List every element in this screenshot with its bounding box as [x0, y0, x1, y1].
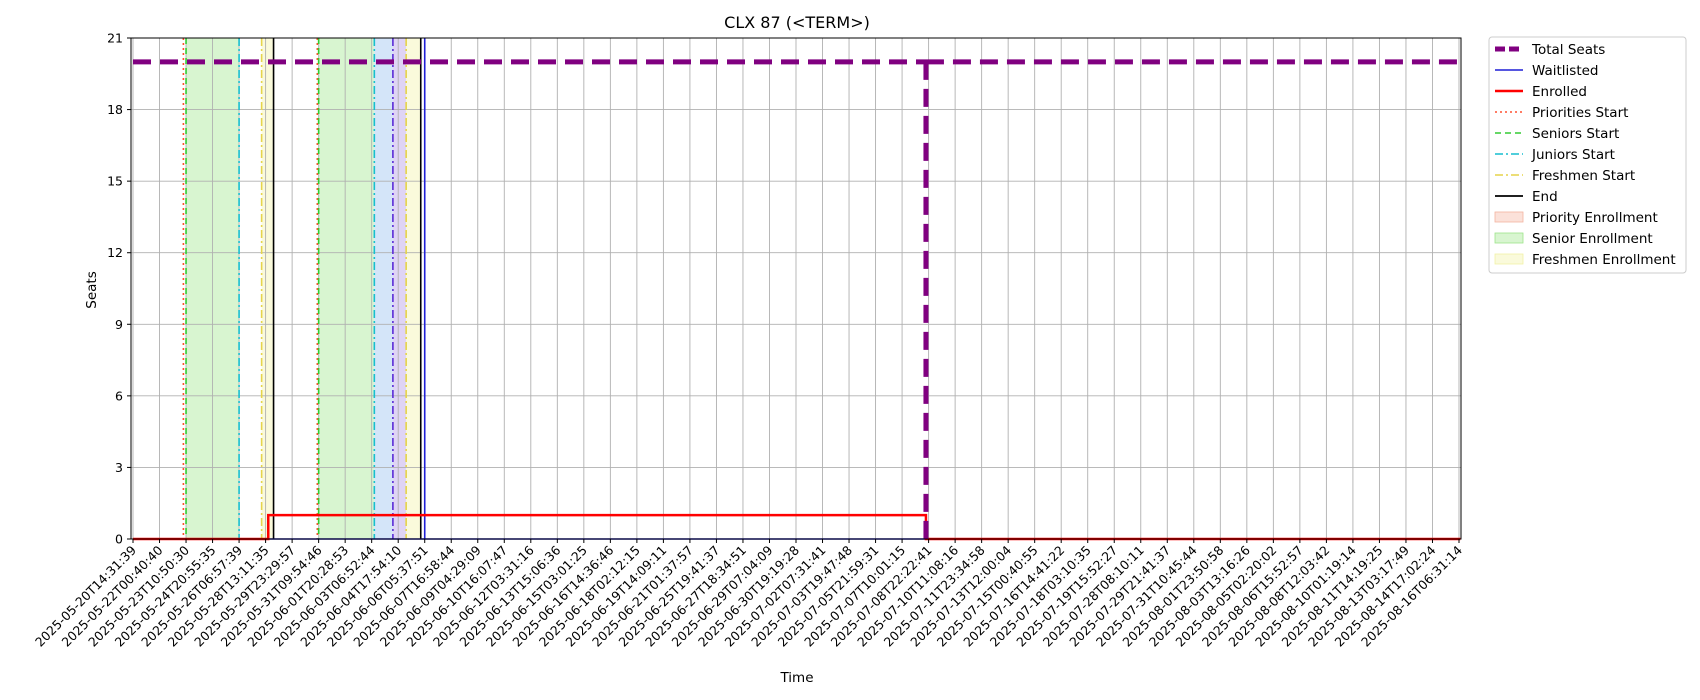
series-total-seats [133, 59, 1461, 539]
shaded-region [261, 38, 274, 539]
legend-label: Waitlisted [1532, 63, 1599, 79]
y-tick-label: 18 [107, 102, 123, 117]
legend-label: End [1532, 189, 1558, 205]
legend-label: Juniors Start [1531, 147, 1615, 163]
y-tick-label: 9 [115, 317, 123, 332]
y-tick-label: 21 [107, 31, 123, 46]
legend-swatch [1494, 253, 1524, 265]
shaded-region [374, 38, 393, 539]
y-tick-label: 6 [115, 388, 123, 403]
legend-swatch [1494, 211, 1524, 223]
shaded-region [318, 38, 375, 539]
legend-label: Total Seats [1531, 42, 1605, 58]
legend-box [1488, 36, 1687, 274]
legend-label: Freshmen Enrollment [1532, 252, 1676, 268]
y-tick-label: 15 [107, 174, 123, 189]
y-tick-label: 12 [107, 245, 123, 260]
x-axis-title: Time [779, 670, 813, 686]
chart-title: CLX 87 (<TERM>) [724, 13, 870, 32]
legend-label: Freshmen Start [1532, 168, 1635, 184]
y-tick-label: 3 [115, 460, 123, 475]
shaded-region [406, 38, 421, 539]
legend-label: Senior Enrollment [1532, 231, 1653, 247]
legend-swatch [1494, 232, 1524, 244]
legend-label: Priority Enrollment [1532, 210, 1658, 226]
legend-label: Seniors Start [1532, 126, 1619, 142]
legend: Total Seats Waitlisted Enrolled Priorities … [1488, 36, 1687, 274]
legend-label: Priorities Start [1532, 105, 1628, 121]
y-tick-label: 0 [115, 532, 123, 547]
shaded-region [392, 38, 407, 539]
legend-label: Enrolled [1532, 84, 1587, 100]
plot-area [127, 37, 1462, 543]
y-axis-title: Seats [84, 271, 100, 308]
